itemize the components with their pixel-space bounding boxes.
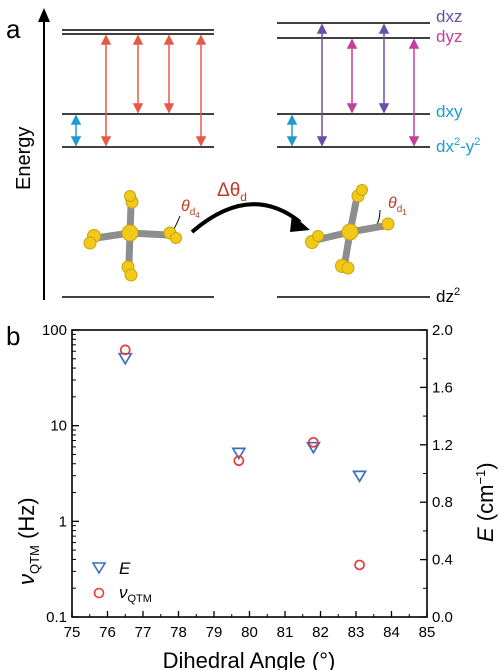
orbital-label-dxy: dxy xyxy=(436,102,463,121)
right-blue-arrow xyxy=(286,114,298,147)
x-tick-label: 82 xyxy=(312,624,329,641)
orbital-label-dxz: dxz xyxy=(436,7,462,26)
x-tick-label: 83 xyxy=(348,624,365,641)
y-right-tick-label: 1.6 xyxy=(432,379,453,396)
left-molecule: θd4 xyxy=(83,190,200,282)
legend-label-e: E xyxy=(119,559,131,578)
point-e xyxy=(305,441,321,455)
orbital-label-dx2-y2: dx2-y2 xyxy=(436,136,480,156)
y-left-axis-title: νQTM (Hz) xyxy=(14,497,42,585)
y-left-tick-label: 100 xyxy=(42,322,67,339)
x-tick-label: 80 xyxy=(241,624,258,641)
orbital-label-dz2: dz2 xyxy=(436,286,460,306)
theta-d4-label: θd4 xyxy=(181,198,200,220)
panel-a-label: a xyxy=(6,14,21,44)
panel-b-label: b xyxy=(6,321,20,351)
y-right-tick-label: 0.0 xyxy=(432,609,453,626)
energy-axis-label: Energy xyxy=(13,127,35,190)
right-magenta-arrow-1 xyxy=(346,38,358,114)
right-molecule: θd1 xyxy=(305,184,407,275)
y-left-axis-ticks: 0.1 1 10 100 xyxy=(42,322,79,626)
point-e xyxy=(352,470,368,484)
y-right-tick-label: 0.8 xyxy=(432,494,453,511)
y-right-tick-label: 2.0 xyxy=(432,322,453,339)
orbital-label-dyz: dyz xyxy=(436,27,462,46)
series-marks xyxy=(117,344,368,571)
x-tick-label: 85 xyxy=(419,624,436,641)
legend-marker-vqtm xyxy=(93,587,105,599)
legend-marker-e xyxy=(91,562,107,575)
x-axis-ticks: 75 76 77 78 79 80 81 82 83 84 85 xyxy=(64,611,436,641)
y-right-axis-title: E (cm−1) xyxy=(473,462,498,542)
y-right-tick-label: 1.2 xyxy=(432,437,453,454)
left-red-transition-arrows xyxy=(100,34,207,147)
x-tick-label: 78 xyxy=(170,624,187,641)
x-tick-label: 76 xyxy=(99,624,116,641)
right-purple-arrow-1 xyxy=(316,23,328,147)
energy-axis-arrowhead xyxy=(38,8,50,22)
point-e xyxy=(231,447,247,461)
x-tick-label: 77 xyxy=(135,624,152,641)
right-purple-arrow-2 xyxy=(378,23,390,114)
y-left-tick-label: 1 xyxy=(59,513,67,530)
point-vqtm xyxy=(119,344,131,356)
point-vqtm xyxy=(308,436,319,448)
rotation-arrowhead xyxy=(290,214,310,232)
y-left-tick-label: 10 xyxy=(50,418,67,435)
right-transition-arrows xyxy=(286,23,420,147)
right-magenta-arrow-2 xyxy=(408,38,420,147)
theta-d1-label: θd1 xyxy=(388,195,407,217)
legend: E νQTM xyxy=(91,559,152,605)
y-right-axis-ticks: 0.0 0.4 0.8 1.2 1.6 2.0 xyxy=(420,322,453,626)
left-blue-transition-arrow xyxy=(70,114,82,147)
point-vqtm xyxy=(233,455,245,467)
y-right-tick-label: 0.4 xyxy=(432,552,453,569)
x-tick-label: 84 xyxy=(383,624,400,641)
x-tick-label: 75 xyxy=(64,624,81,641)
y-left-tick-label: 0.1 xyxy=(46,609,67,626)
x-tick-label: 79 xyxy=(206,624,223,641)
panel-a: a Energy xyxy=(6,7,480,306)
delta-theta-label: Δθd xyxy=(217,180,247,204)
x-axis-title: Dihedral Angle (°) xyxy=(163,648,336,670)
x-tick-label: 81 xyxy=(277,624,294,641)
rotation-arrow xyxy=(190,202,302,234)
legend-label-vqtm: νQTM xyxy=(119,583,152,605)
point-vqtm xyxy=(354,559,365,571)
